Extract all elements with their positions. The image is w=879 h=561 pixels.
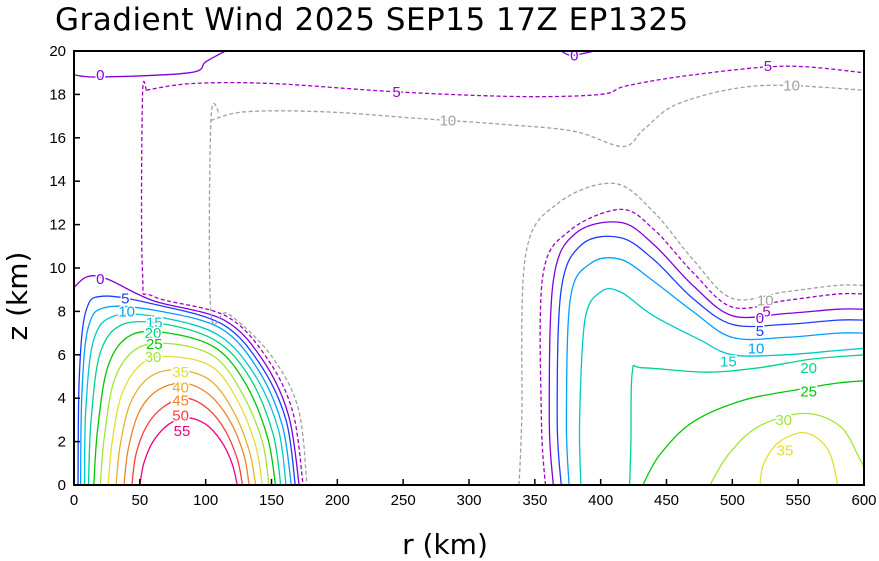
x-tick-label-400: 400: [588, 492, 613, 509]
contour-label-20: 0: [756, 310, 764, 327]
contour-inner-level-30-5: [99, 342, 270, 486]
contour-inner-level-0-11: [73, 275, 300, 486]
contour-label-23: 15: [720, 353, 737, 370]
y-tick-label-14: 14: [49, 173, 66, 190]
contour-inner-level-25-6: [93, 330, 277, 486]
contour-label-18: 10: [757, 293, 774, 310]
contour-inner-level-45-2: [123, 382, 250, 486]
y-tick-label-4: 4: [58, 390, 66, 407]
contour-label-27: 35: [777, 442, 794, 459]
contour-layer: [73, 50, 865, 486]
contour-outer-level-neg5-8: [539, 208, 865, 486]
y-tick-label-10: 10: [49, 260, 66, 277]
contour-label-5: 10: [440, 112, 457, 129]
contour-label-8: 10: [118, 303, 135, 320]
contour-label-21: 5: [756, 323, 764, 340]
x-tick-label-250: 250: [391, 492, 416, 509]
contour-upper-level-0-0: [73, 50, 226, 78]
y-tick-label-16: 16: [49, 130, 66, 147]
contour-label-12: 30: [145, 349, 162, 366]
contour-outer-level-20-3: [628, 354, 865, 486]
contour-label-24: 20: [800, 360, 817, 377]
x-tick-label-500: 500: [720, 492, 745, 509]
y-tick-label-6: 6: [58, 347, 66, 364]
contour-label-7: 5: [121, 290, 129, 307]
contour-label-16: 50: [172, 408, 189, 425]
x-tick-label-150: 150: [259, 492, 284, 509]
contour-label-26: 30: [775, 412, 792, 429]
x-axis: 0 50 100 150 200 250 300 350 400 450 500 550 600: [70, 479, 877, 509]
x-tick-label-200: 200: [325, 492, 350, 509]
y-axis-title: z (km): [1, 252, 34, 341]
x-tick-label-300: 300: [456, 492, 481, 509]
contour-label-17: 55: [174, 423, 191, 440]
x-tick-label-350: 350: [522, 492, 547, 509]
contour-label-10: 20: [145, 325, 162, 342]
contour-label-11: 25: [146, 336, 163, 353]
y-tick-label-18: 18: [49, 86, 66, 103]
contour-inner-level-5-10: [77, 295, 296, 486]
contour-label-14: 40: [172, 379, 189, 396]
contour-label-4: 5: [392, 84, 400, 101]
x-tick-label-100: 100: [193, 492, 218, 509]
y-tick-label-8: 8: [58, 303, 66, 320]
contour-outer-level-5-6: [556, 235, 865, 486]
contour-inner-level-10-9: [79, 305, 292, 486]
plot-frame: [73, 50, 865, 486]
x-tick-label-0: 0: [70, 492, 78, 509]
contour-outer-level-35-0: [759, 432, 839, 486]
contour-inner-level-neg10-13: [208, 102, 308, 486]
contour-outer-level-25-2: [642, 380, 865, 486]
contour-outer-level-30-1: [709, 412, 865, 486]
x-tick-label-450: 450: [654, 492, 679, 509]
contour-inner-level-35-4: [107, 355, 263, 486]
y-tick-label-20: 20: [49, 43, 66, 60]
contour-inner-level-15-8: [83, 313, 287, 486]
contour-label-13: 35: [172, 364, 189, 381]
contour-outer-level-neg10-9: [518, 182, 865, 486]
contour-label-3: 10: [783, 78, 800, 95]
x-tick-label-550: 550: [786, 492, 811, 509]
contour-inner-level-50-1: [131, 397, 244, 486]
contour-inner-level-20-7: [87, 320, 282, 486]
contour-inner-level-55-0: [139, 417, 238, 486]
x-axis-title: r (km): [402, 528, 488, 561]
contour-inner-level-40-3: [115, 369, 257, 486]
contour-upper-level-neg5-2: [146, 65, 865, 98]
y-axis: 0 2 4 6 8 10 12 14 16 18 20: [49, 43, 80, 494]
contour-label-1: 0: [570, 47, 578, 64]
chart-title: Gradient Wind 2025 SEP15 17Z EP1325: [55, 2, 689, 38]
contour-inner-level-neg5-12: [140, 80, 304, 486]
contour-outer-level-10-5: [565, 257, 865, 486]
contour-label-22: 10: [748, 340, 765, 357]
y-tick-label-12: 12: [49, 217, 66, 234]
y-tick-label-0: 0: [58, 477, 66, 494]
x-tick-label-50: 50: [131, 492, 148, 509]
y-tick-label-2: 2: [58, 434, 66, 451]
x-tick-label-600: 600: [851, 492, 876, 509]
contour-label-19: 5: [762, 303, 770, 320]
contour-label-9: 15: [146, 314, 163, 331]
contour-label-15: 45: [172, 392, 189, 409]
contour-label-25: 25: [800, 384, 817, 401]
contour-outer-level-15-4: [578, 287, 865, 486]
contour-upper-level-neg10-3: [210, 84, 865, 148]
contour-outer-level-0-7: [548, 221, 865, 486]
contour-label-6: 0: [96, 271, 104, 288]
contour-label-0: 0: [96, 67, 104, 84]
contour-label-2: 5: [764, 58, 772, 75]
